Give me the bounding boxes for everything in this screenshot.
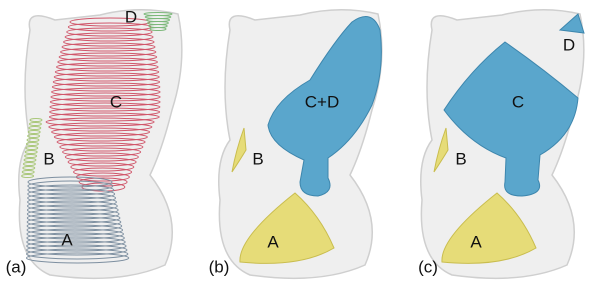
panel-b — [219, 10, 382, 279]
part-label: B — [252, 149, 263, 168]
part-label: A — [61, 230, 73, 249]
part-label: A — [470, 232, 482, 251]
figure: D C B A (a) C+D B A (b) D C B A (c) — [0, 0, 592, 288]
part-label: C+D — [305, 92, 339, 111]
part-label: C — [512, 92, 524, 111]
panel-label: (c) — [418, 257, 438, 276]
part-label: C — [110, 92, 122, 111]
part-label: D — [563, 35, 575, 54]
part-label: D — [125, 7, 137, 26]
panel-label: (a) — [6, 257, 27, 276]
part-label: B — [43, 149, 54, 168]
panel-c — [421, 10, 584, 279]
panel-label: (b) — [209, 257, 230, 276]
part-label: B — [455, 149, 466, 168]
part-label: A — [267, 232, 279, 251]
panel-a — [19, 10, 182, 279]
